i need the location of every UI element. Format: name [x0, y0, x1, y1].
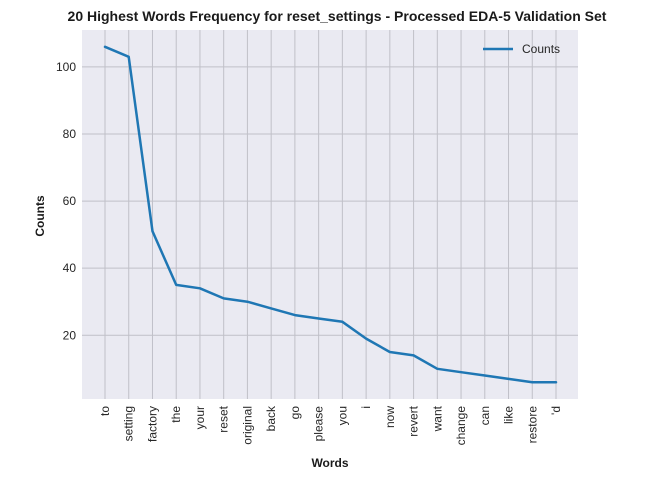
- x-tick-labels: to setting factory the your reset original back…: [98, 405, 563, 445]
- x-tick-label: now: [383, 406, 397, 428]
- x-tick-label: restore: [525, 406, 539, 444]
- y-axis-label: Counts: [33, 195, 47, 237]
- chart-title: 20 Highest Words Frequency for reset_set…: [68, 8, 607, 24]
- y-tick-label: 80: [63, 127, 77, 141]
- x-tick-label: i: [359, 406, 373, 409]
- x-tick-label: want: [430, 405, 444, 432]
- x-tick-label: the: [169, 406, 183, 423]
- y-tick-label: 60: [63, 194, 77, 208]
- y-tick-label: 40: [63, 261, 77, 275]
- x-tick-label: back: [264, 405, 278, 431]
- x-tick-label: revert: [407, 405, 421, 436]
- x-tick-label: original: [240, 406, 254, 445]
- y-gridlines: [82, 66, 578, 336]
- y-tick-label: 20: [63, 328, 77, 342]
- x-tick-label: setting: [122, 406, 136, 441]
- plot-area: [82, 30, 578, 399]
- y-tick-label: 100: [56, 60, 76, 74]
- x-axis-label: Words: [311, 456, 348, 470]
- x-tick-label: can: [478, 406, 492, 425]
- x-tick-label: 'd: [549, 406, 563, 415]
- x-tick-label: please: [312, 406, 326, 442]
- x-tick-label: change: [454, 406, 468, 446]
- legend: Counts: [483, 42, 560, 56]
- series-lines: [103, 45, 558, 384]
- y-tick-labels: 20 40 60 80 100: [56, 60, 76, 342]
- x-tick-label: go: [288, 406, 302, 420]
- x-tick-label: factory: [145, 406, 159, 442]
- legend-label-counts: Counts: [522, 42, 560, 56]
- x-tick-label: to: [98, 406, 112, 416]
- series-line-counts: [103, 45, 558, 384]
- x-tick-label: reset: [217, 405, 231, 432]
- x-tick-label: like: [502, 406, 516, 424]
- x-tick-label: your: [193, 406, 207, 429]
- x-tick-label: you: [335, 406, 349, 425]
- x-gridlines: [104, 30, 557, 399]
